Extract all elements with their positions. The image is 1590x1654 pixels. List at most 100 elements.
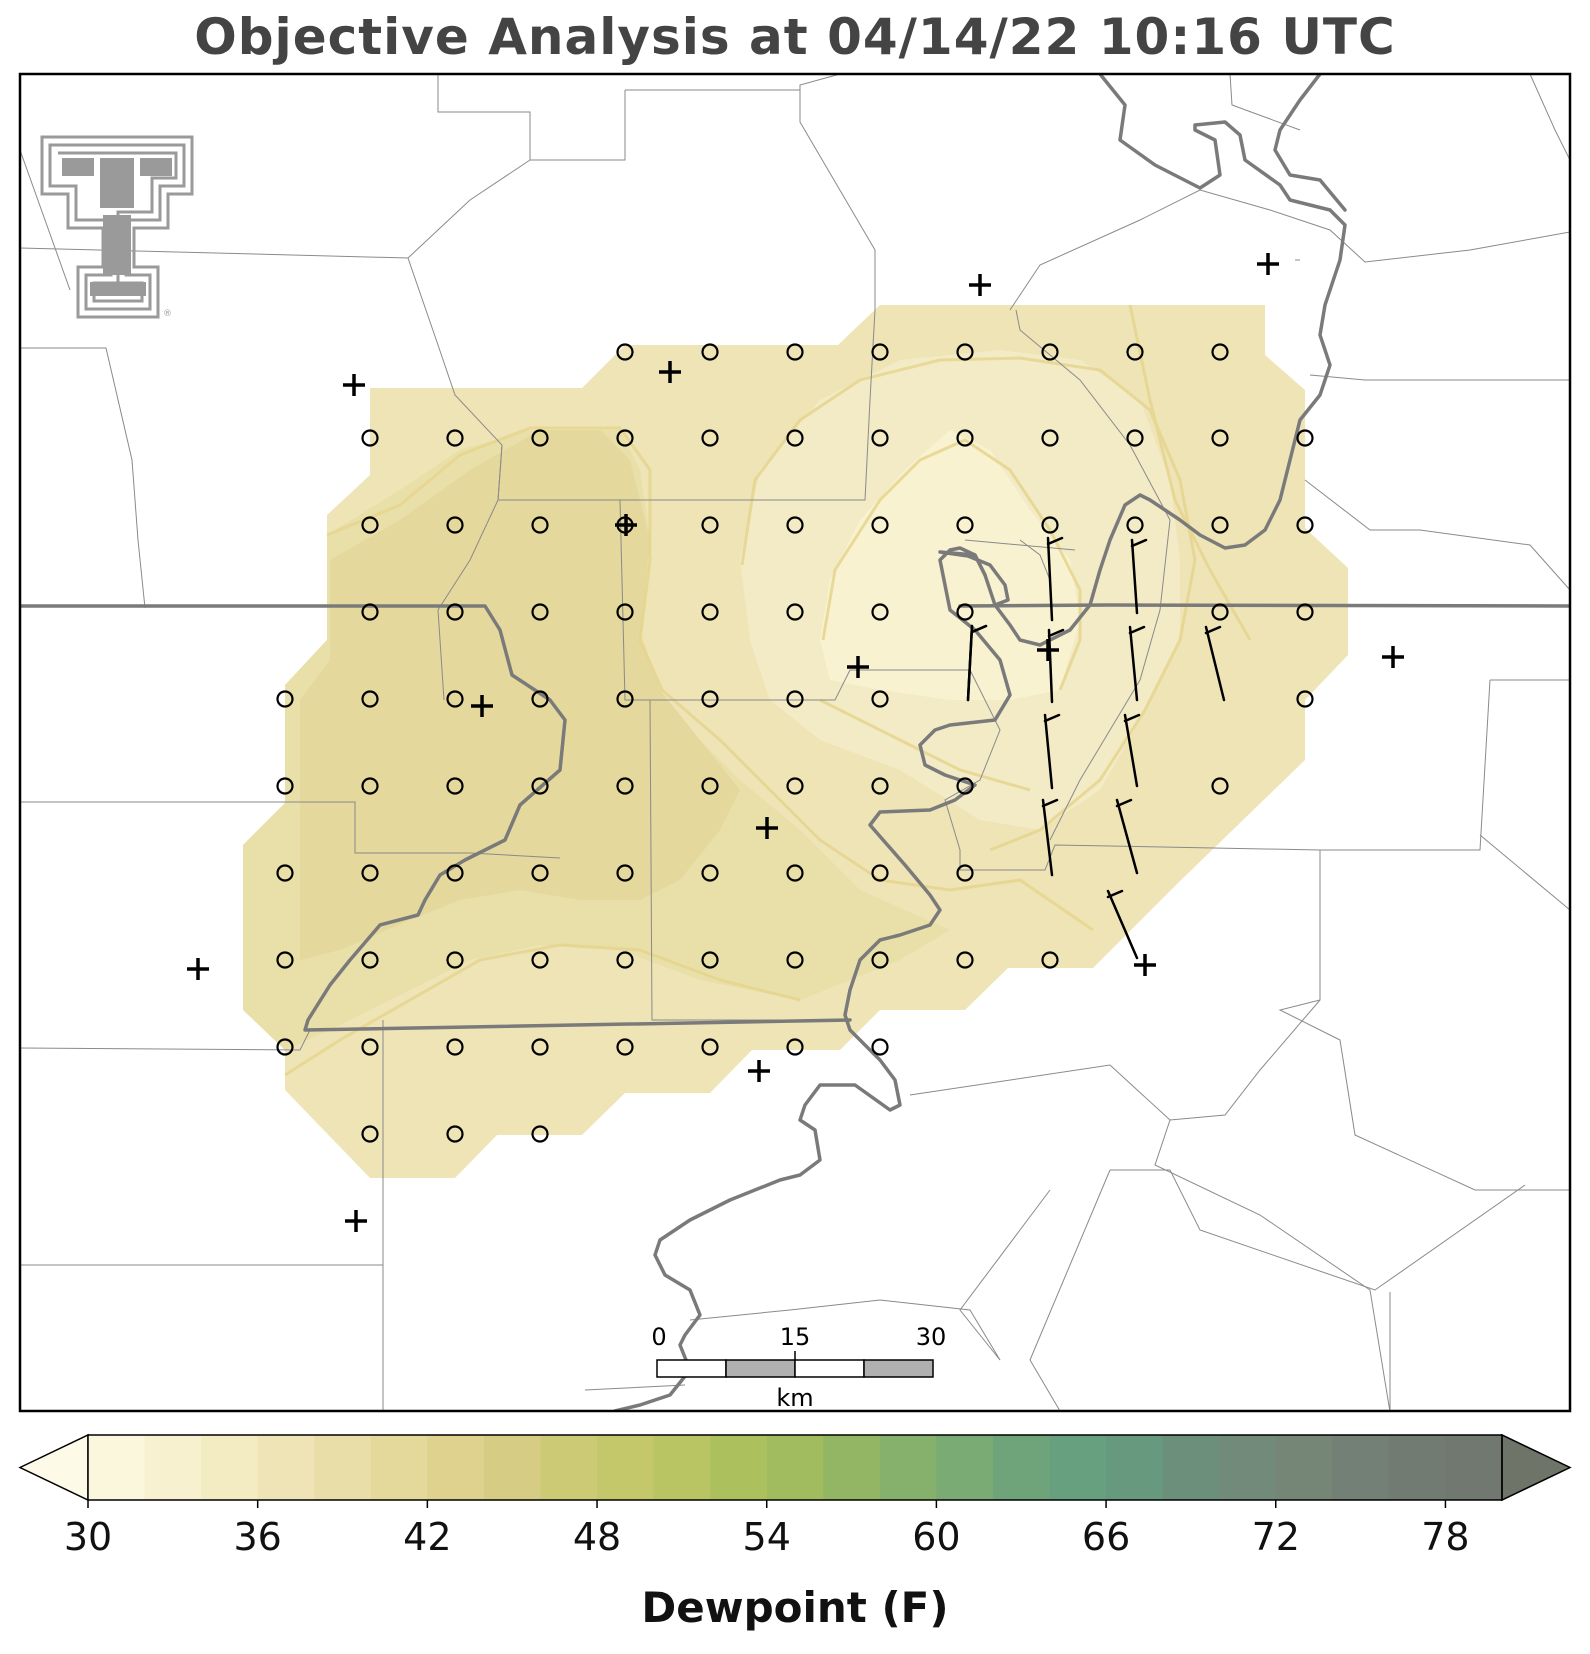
grid-point — [871, 777, 889, 795]
grid-point — [446, 864, 464, 882]
grid-point — [446, 1038, 464, 1056]
grid-point — [701, 690, 719, 708]
state-boundaries — [20, 74, 1570, 1411]
grid-point — [786, 777, 804, 795]
station-marker — [756, 817, 778, 839]
grid-point — [616, 864, 634, 882]
grid-point — [276, 777, 294, 795]
grid-point — [956, 951, 974, 969]
grid-point — [871, 343, 889, 361]
grid-point — [361, 429, 379, 447]
grid-point — [446, 429, 464, 447]
scale-segment-3 — [794, 1359, 865, 1378]
grid-point — [446, 1125, 464, 1143]
grid-point — [1211, 603, 1229, 621]
grid-point — [531, 603, 549, 621]
grid-point — [871, 1038, 889, 1056]
logo-registered-mark: ® — [163, 309, 172, 319]
grid-point — [956, 864, 974, 882]
grid-point — [871, 951, 889, 969]
station-marker — [343, 374, 365, 396]
grid-point — [871, 690, 889, 708]
grid-point — [701, 1038, 719, 1056]
grid-point — [276, 951, 294, 969]
grid-point — [786, 951, 804, 969]
grid-point — [361, 1038, 379, 1056]
river-north-branch — [1273, 74, 1347, 212]
colorbar-label: Dewpoint (F) — [641, 1583, 949, 1632]
grid-point — [1126, 343, 1144, 361]
wind-barb — [1128, 625, 1146, 702]
station-marker — [847, 656, 869, 678]
grid-point — [446, 516, 464, 534]
grid-point — [956, 777, 974, 795]
grid-point — [871, 429, 889, 447]
grid-point — [616, 951, 634, 969]
station-marker — [345, 1210, 367, 1232]
grid-point — [616, 343, 634, 361]
grid-point — [786, 690, 804, 708]
station-marker — [1382, 646, 1404, 668]
page-title: Objective Analysis at 04/14/22 10:16 UTC — [194, 8, 1396, 66]
grid-point — [786, 864, 804, 882]
wind-barb — [1123, 713, 1141, 788]
grid-point — [361, 951, 379, 969]
grid-point — [1041, 343, 1059, 361]
station-marker — [969, 274, 991, 296]
grid-point — [446, 690, 464, 708]
state-line-east — [958, 603, 1570, 608]
grid-point — [701, 516, 719, 534]
station-marker — [748, 1060, 770, 1082]
grid-point-markers — [276, 343, 1314, 1143]
wind-barb — [966, 624, 988, 702]
grid-point — [361, 603, 379, 621]
grid-point — [361, 1125, 379, 1143]
grid-point — [1296, 690, 1314, 708]
grid-point — [616, 690, 634, 708]
wind-barb — [1041, 798, 1059, 877]
grid-point — [361, 516, 379, 534]
wind-barb — [1047, 628, 1065, 704]
grid-point — [701, 951, 719, 969]
grid-point — [446, 951, 464, 969]
grid-point — [956, 343, 974, 361]
grid-point — [1296, 516, 1314, 534]
wind-barb — [1106, 889, 1139, 960]
grid-point — [531, 1125, 549, 1143]
grid-point — [531, 777, 549, 795]
grid-point — [1126, 516, 1144, 534]
grid-point — [871, 603, 889, 621]
county-boundaries — [20, 74, 1570, 1411]
grid-point — [786, 603, 804, 621]
grid-point — [1211, 343, 1229, 361]
grid-point — [1211, 429, 1229, 447]
grid-point — [1041, 951, 1059, 969]
grid-point — [956, 429, 974, 447]
grid-point — [616, 603, 634, 621]
shading-inner-dark — [300, 430, 740, 960]
grid-point — [531, 951, 549, 969]
grid-point — [616, 429, 634, 447]
grid-point — [701, 343, 719, 361]
grid-point — [956, 516, 974, 534]
station-marker — [1257, 253, 1279, 275]
wind-barb — [1115, 798, 1139, 875]
grid-point — [361, 777, 379, 795]
state-line-north — [20, 604, 852, 1032]
station-marker — [615, 514, 637, 536]
grid-point — [786, 516, 804, 534]
scale-segment-4 — [863, 1359, 934, 1378]
grid-point — [276, 864, 294, 882]
grid-point — [701, 777, 719, 795]
station-marker — [1134, 954, 1156, 976]
grid-point — [531, 429, 549, 447]
station-marker — [659, 361, 681, 383]
grid-point — [1211, 516, 1229, 534]
grid-point — [701, 429, 719, 447]
map-content: ® 0 15 30 km — [20, 74, 1570, 1411]
grid-point — [616, 777, 634, 795]
grid-point — [786, 343, 804, 361]
grid-point — [871, 516, 889, 534]
grid-point — [531, 864, 549, 882]
